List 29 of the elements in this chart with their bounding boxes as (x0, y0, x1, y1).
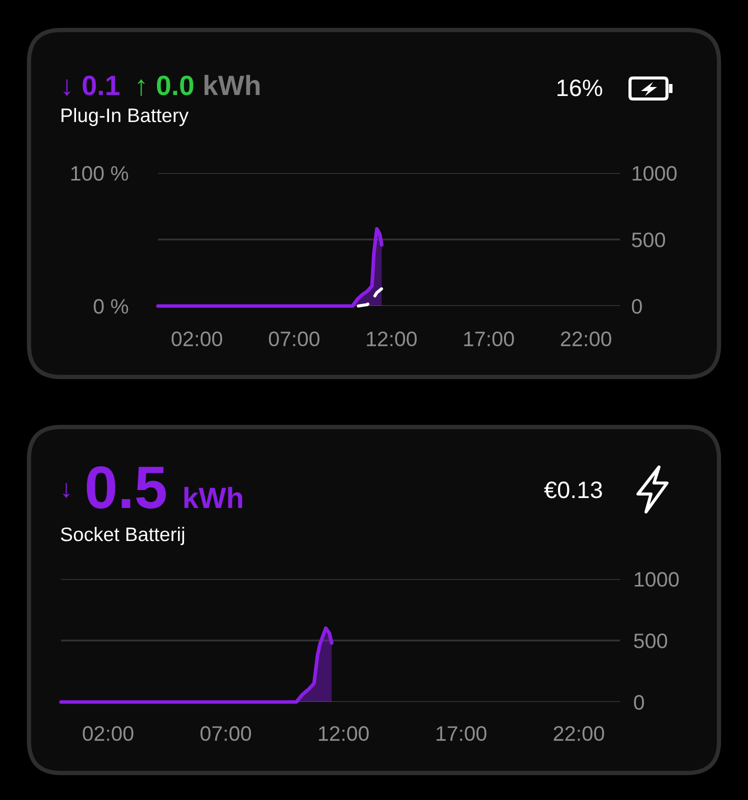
line-series (356, 287, 384, 308)
x-tick-label: 12:00 (318, 726, 369, 741)
y-tick-label: 100 % (71, 166, 128, 181)
x-tick-label: 07:00 (200, 726, 252, 741)
text: 16% (558, 80, 602, 96)
x-tick-label: 02:00 (82, 726, 134, 741)
chart-title: Socket Batterij (60, 526, 184, 546)
chart-title: Plug-In Battery (62, 108, 189, 126)
text: 0.5 (86, 466, 166, 509)
text: ↓ 0.1 (64, 76, 120, 96)
y2-tick-label: 1000 (632, 166, 677, 181)
y2-tick-label: 0 (632, 299, 642, 314)
x-tick-label: 12:00 (366, 332, 417, 346)
x-tick-label: 17:00 (436, 726, 486, 741)
text: ↓ (63, 482, 70, 498)
text: kWh (184, 486, 242, 508)
text: €0.13 (544, 482, 602, 498)
text: kWh (204, 74, 260, 95)
x-tick-label: 02:00 (172, 332, 222, 346)
y2-tick-label: 500 (632, 232, 666, 248)
y2-tick-label: 1000 (634, 572, 679, 587)
y2-tick-label: 500 (634, 634, 668, 648)
y2-tick-label: 0 (634, 695, 644, 710)
x-tick-label: 07:00 (268, 332, 320, 346)
x-tick-label: 22:00 (554, 726, 604, 741)
y-tick-label: 0 % (94, 299, 128, 314)
x-tick-label: 22:00 (560, 332, 612, 346)
x-tick-label: 17:00 (464, 332, 514, 346)
text: ↑ 0.0 (138, 76, 194, 96)
